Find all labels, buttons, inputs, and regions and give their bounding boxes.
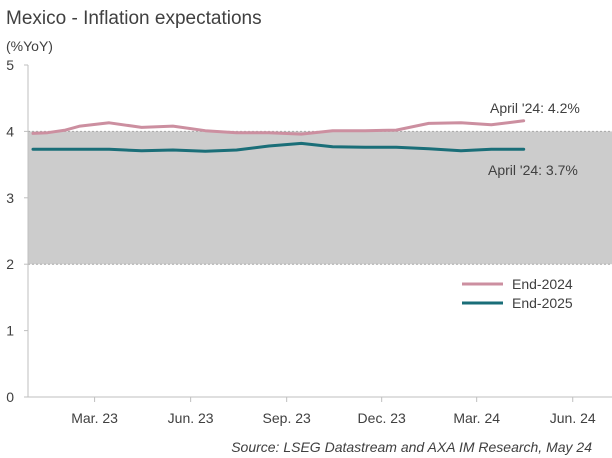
target-band [28,131,612,265]
source-note: Source: LSEG Datastream and AXA IM Resea… [231,439,592,455]
y-tick-label: 2 [6,256,14,272]
y-axis-ticks: 0 1 2 3 4 5 [6,57,28,405]
x-tick-label: Jun. 24 [550,410,596,426]
x-tick-label: Mar. 24 [453,410,500,426]
unit-label: (%YoY) [6,38,53,54]
chart-title: Mexico - Inflation expectations [6,8,262,29]
y-tick-label: 0 [6,389,14,405]
x-tick-label: Dec. 23 [358,410,406,426]
y-tick-label: 3 [6,190,14,206]
y-tick-label: 5 [6,57,14,73]
x-tick-label: Sep. 23 [263,410,311,426]
y-tick-label: 1 [6,323,14,339]
annotation-end-2025: April '24: 3.7% [488,162,578,178]
annotation-end-2024: April '24: 4.2% [490,100,580,116]
x-tick-label: Mar. 23 [71,410,118,426]
series-line-end-2024 [31,119,526,136]
x-tick-label: Jun. 23 [168,410,214,426]
legend-label-end-2025: End-2025 [512,295,573,311]
series-lines [31,119,526,153]
legend: End-2024 End-2025 [462,276,573,311]
x-axis-ticks: Mar. 23 Jun. 23 Sep. 23 Dec. 23 Mar. 24 Jun. … [71,397,596,426]
y-tick-label: 4 [6,123,14,139]
legend-label-end-2024: End-2024 [512,276,573,292]
series-line-end-2025 [31,141,526,153]
